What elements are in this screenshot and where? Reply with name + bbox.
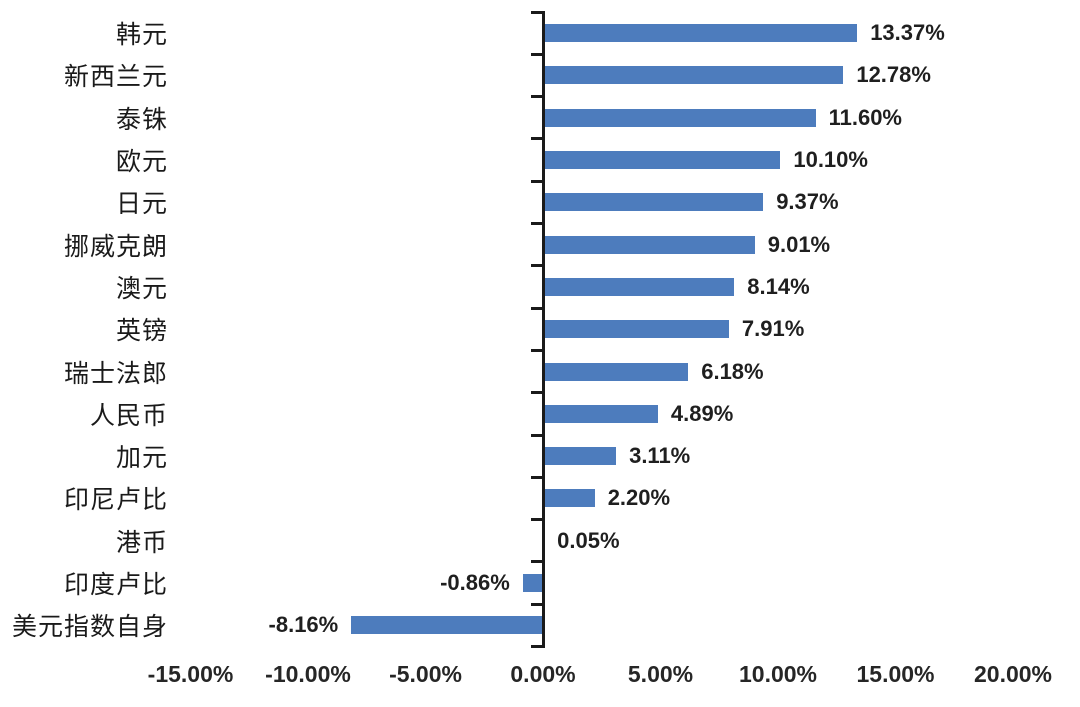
bar bbox=[543, 66, 844, 85]
value-label: 10.10% bbox=[793, 147, 868, 173]
axis-tick-mark bbox=[531, 264, 543, 268]
axis-tick-mark bbox=[531, 52, 543, 56]
axis-tick-mark bbox=[531, 95, 543, 99]
x-axis-tick-label: -5.00% bbox=[389, 661, 462, 687]
category-label: 加元 bbox=[115, 445, 168, 473]
category-label: 港币 bbox=[115, 529, 168, 557]
axis-tick-mark bbox=[531, 645, 543, 648]
axis-tick-mark bbox=[531, 602, 543, 606]
category-label: 欧元 bbox=[115, 149, 168, 177]
axis-tick-mark bbox=[531, 306, 543, 310]
category-label: 日元 bbox=[115, 191, 168, 219]
category-label: 挪威克朗 bbox=[63, 233, 168, 261]
x-axis-tick-label: 10.00% bbox=[738, 661, 818, 687]
category-label: 印度卢比 bbox=[63, 572, 168, 600]
value-label: 12.78% bbox=[856, 62, 931, 88]
axis-tick-mark bbox=[531, 560, 543, 564]
category-label: 韩元 bbox=[115, 22, 168, 50]
axis-tick-mark bbox=[531, 222, 543, 225]
x-axis-tick-label: 0.00% bbox=[510, 661, 576, 687]
category-label: 瑞士法郎 bbox=[63, 360, 168, 388]
bar bbox=[543, 108, 816, 127]
bar-row: 欧元 10.10% bbox=[0, 139, 1080, 181]
bar-row: 日元 9.37% bbox=[0, 181, 1080, 223]
bar-row: 印尼卢比 2.20% bbox=[0, 477, 1080, 519]
bar bbox=[351, 616, 543, 635]
category-label: 泰铢 bbox=[115, 106, 168, 134]
bar bbox=[543, 235, 755, 254]
x-axis-tick-label: -15.00% bbox=[147, 661, 234, 687]
bar bbox=[543, 362, 689, 381]
category-label: 新西兰元 bbox=[63, 64, 168, 92]
bar bbox=[543, 277, 735, 296]
value-label: 11.60% bbox=[828, 104, 902, 130]
zero-axis-line bbox=[541, 10, 545, 648]
value-label: 13.37% bbox=[870, 20, 945, 46]
bar bbox=[543, 404, 658, 423]
axis-tick-mark bbox=[531, 137, 543, 141]
bar bbox=[543, 24, 858, 43]
value-label: -8.16% bbox=[268, 612, 339, 638]
bar-row: 印度卢比 -0.86% bbox=[0, 562, 1080, 604]
bar bbox=[543, 151, 781, 170]
bar bbox=[543, 193, 764, 212]
bar-row: 港币 0.05% bbox=[0, 520, 1080, 562]
value-label: -0.86% bbox=[440, 570, 510, 596]
axis-tick-mark bbox=[531, 348, 543, 352]
category-label: 澳元 bbox=[115, 275, 168, 303]
category-label: 英镑 bbox=[115, 318, 168, 346]
bar-row: 人民币 4.89% bbox=[0, 393, 1080, 435]
value-label: 4.89% bbox=[670, 400, 734, 426]
value-label: 3.11% bbox=[629, 443, 691, 469]
bar-row: 新西兰元 12.78% bbox=[0, 54, 1080, 96]
category-label: 美元指数自身 bbox=[11, 614, 168, 642]
axis-tick-mark bbox=[531, 518, 543, 522]
bar-row: 泰铢 11.60% bbox=[0, 97, 1080, 139]
axis-tick-mark bbox=[531, 391, 543, 395]
value-label: 9.01% bbox=[767, 231, 831, 257]
bar bbox=[543, 489, 595, 508]
bar-row: 韩元 13.37% bbox=[0, 12, 1080, 54]
bar-row: 挪威克朗 9.01% bbox=[0, 224, 1080, 266]
x-axis-tick-label: 5.00% bbox=[627, 661, 694, 687]
value-label: 9.37% bbox=[776, 189, 839, 215]
x-axis-tick-label: 15.00% bbox=[856, 661, 935, 687]
axis-tick-mark bbox=[531, 179, 543, 183]
axis-tick-mark bbox=[531, 10, 543, 14]
bar-row: 英镑 7.91% bbox=[0, 308, 1080, 350]
bar-row: 瑞士法郎 6.18% bbox=[0, 350, 1080, 392]
bar-row: 美元指数自身 -8.16% bbox=[0, 604, 1080, 646]
value-label: 7.91% bbox=[741, 316, 805, 342]
category-label: 人民币 bbox=[89, 402, 168, 430]
x-axis-tick-label: -10.00% bbox=[265, 661, 351, 687]
bar-row: 澳元 8.14% bbox=[0, 266, 1080, 308]
value-label: 6.18% bbox=[701, 358, 764, 384]
bar bbox=[522, 574, 543, 593]
axis-tick-mark bbox=[531, 433, 543, 437]
axis-tick-mark bbox=[531, 475, 543, 479]
bar-row: 加元 3.11% bbox=[0, 435, 1080, 477]
x-axis-tick-label: 20.00% bbox=[973, 661, 1053, 687]
value-label: 0.05% bbox=[557, 527, 620, 553]
value-label: 8.14% bbox=[747, 273, 810, 299]
bar bbox=[543, 320, 729, 339]
category-label: 印尼卢比 bbox=[63, 487, 168, 515]
value-label: 2.20% bbox=[607, 485, 671, 511]
bar bbox=[543, 447, 617, 466]
